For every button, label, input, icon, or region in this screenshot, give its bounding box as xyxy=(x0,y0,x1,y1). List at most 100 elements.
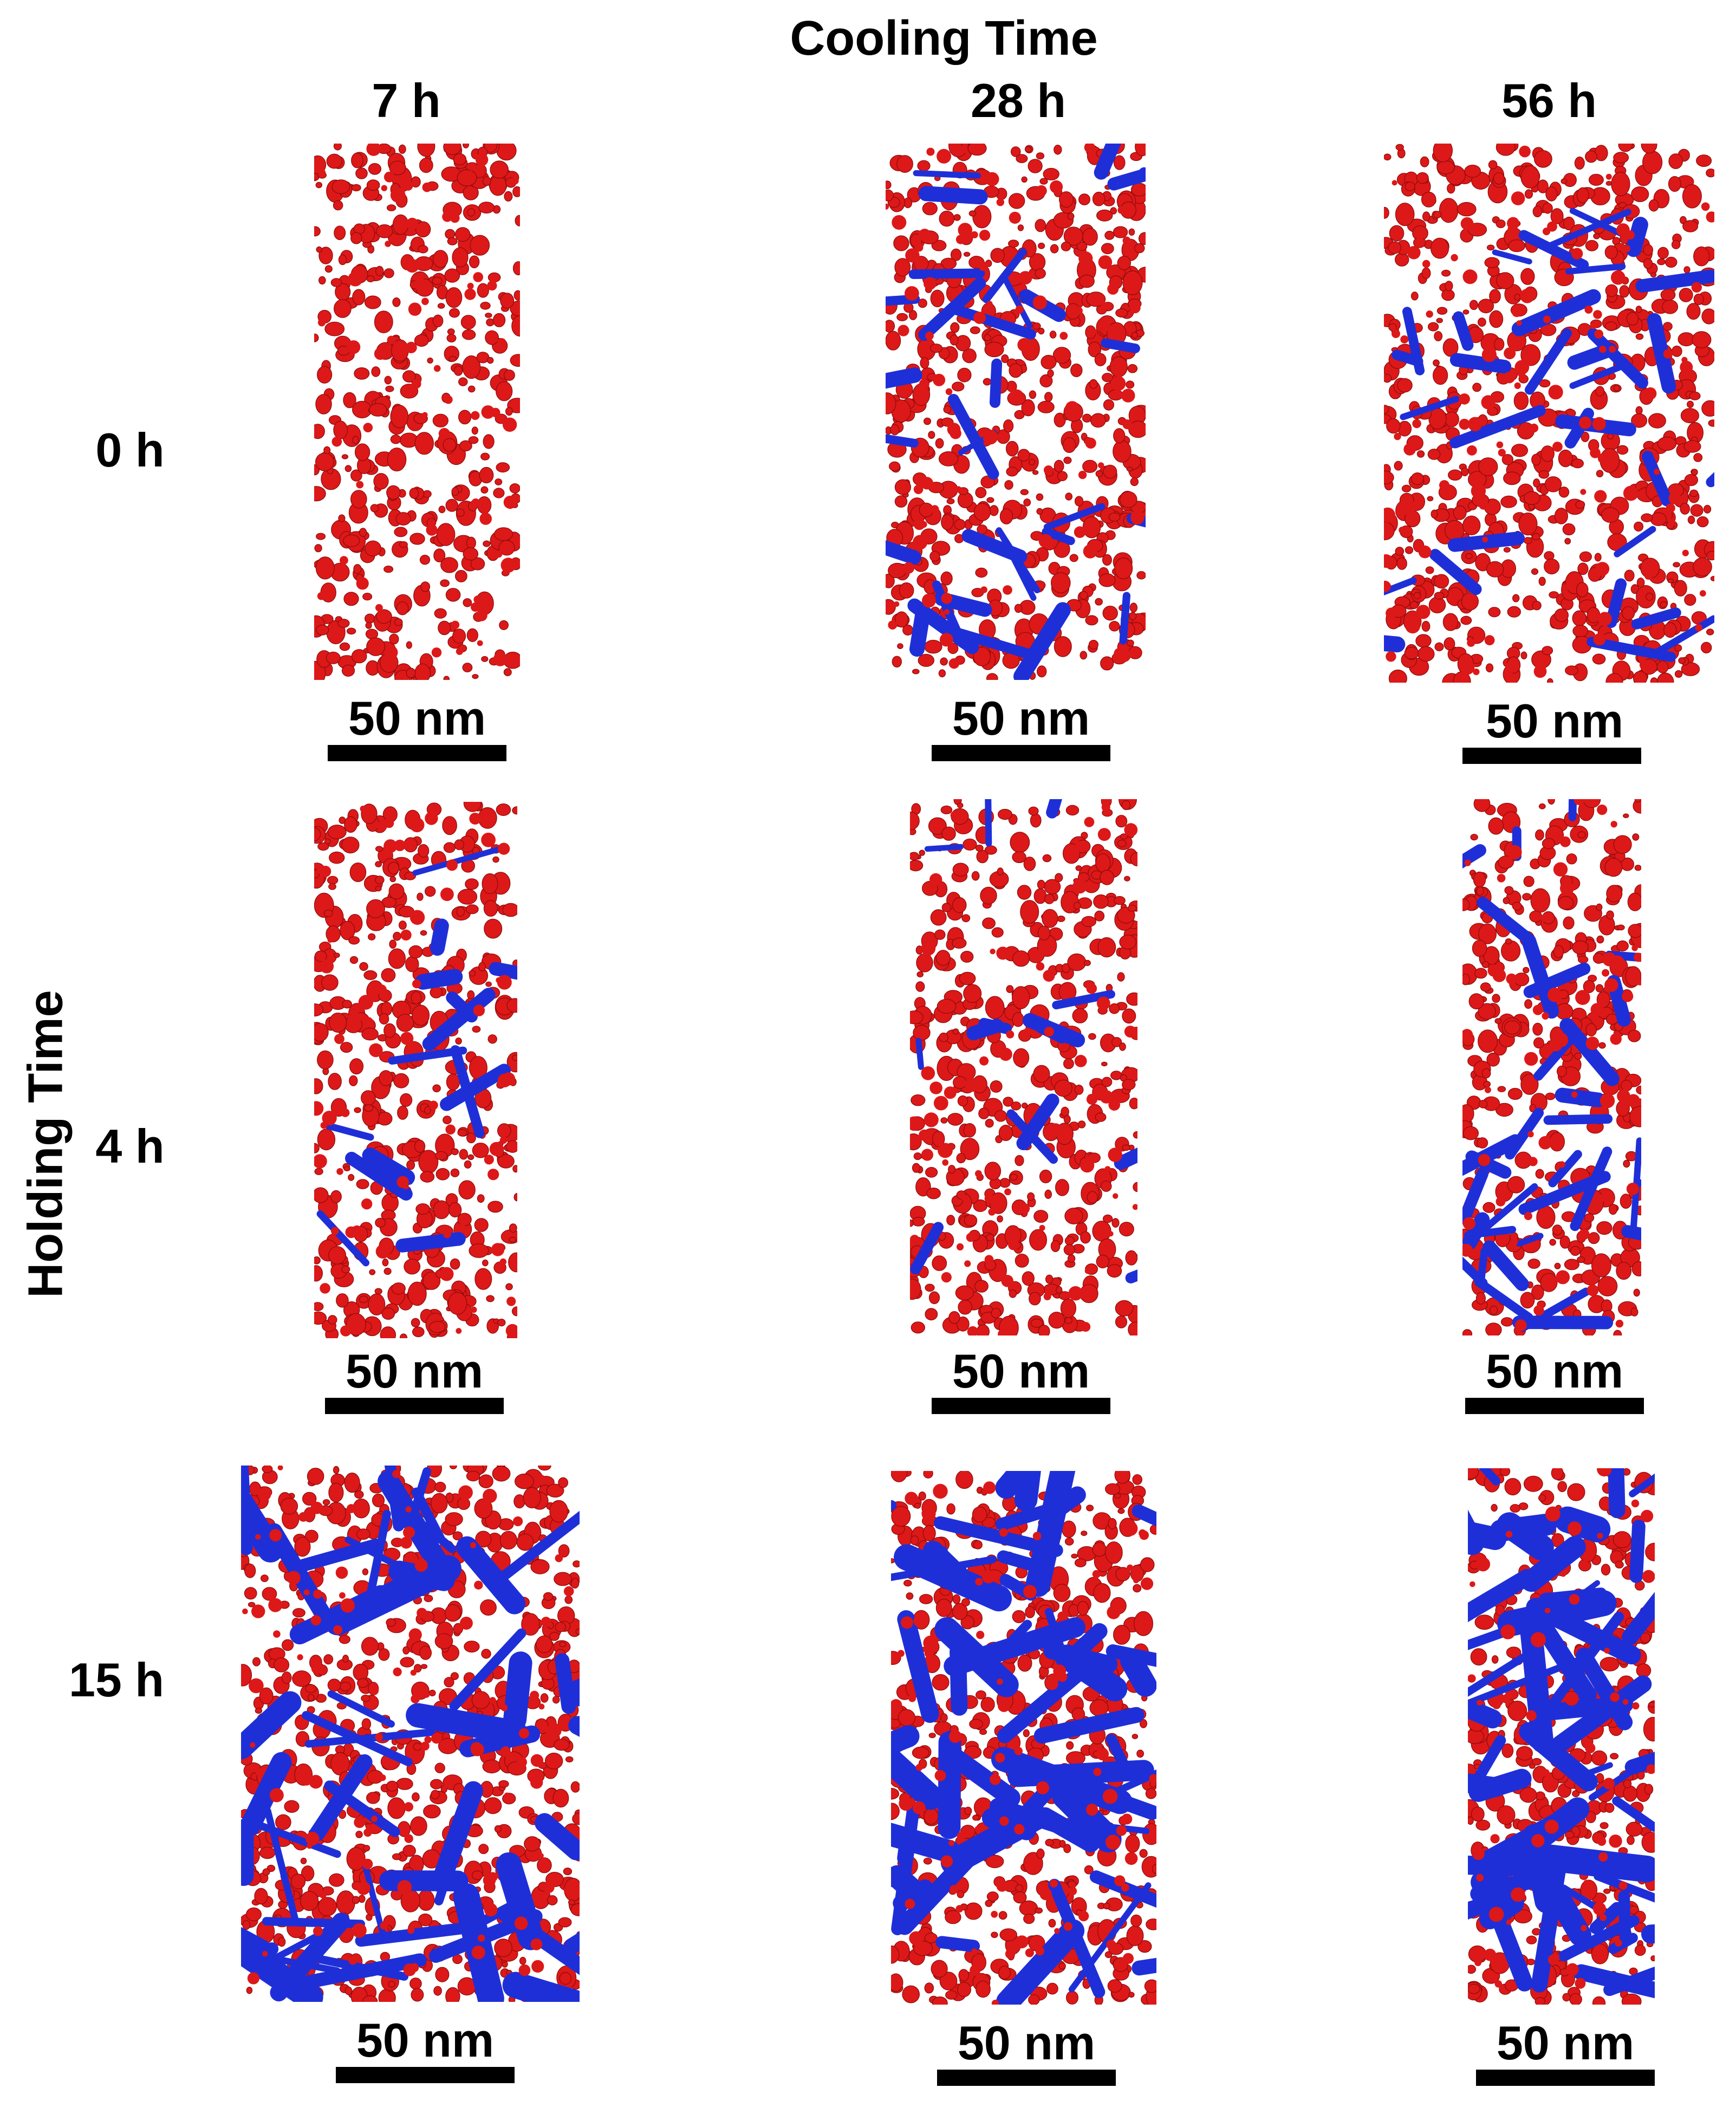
red-particle xyxy=(1585,239,1598,251)
red-particle xyxy=(426,524,438,536)
red-particle xyxy=(503,668,512,677)
red-particle xyxy=(1113,440,1132,463)
red-particle xyxy=(1421,191,1436,208)
red-particle xyxy=(348,271,363,287)
red-particle xyxy=(297,1654,303,1661)
red-particle xyxy=(1420,156,1429,167)
red-particle xyxy=(1074,1558,1087,1567)
red-particle xyxy=(512,186,520,197)
red-particle xyxy=(249,1678,264,1694)
red-particle xyxy=(392,297,401,307)
red-particle xyxy=(1606,885,1623,903)
red-particle xyxy=(1422,260,1431,268)
red-particle xyxy=(1598,612,1612,626)
red-particle xyxy=(1042,854,1052,863)
red-particle xyxy=(383,171,395,183)
red-particle xyxy=(506,1140,517,1153)
red-particle xyxy=(255,1768,264,1777)
red-particle xyxy=(339,642,350,651)
red-particle xyxy=(1436,160,1455,174)
reconstruction-panel xyxy=(241,1466,580,2002)
red-particle xyxy=(1462,898,1470,911)
red-particle xyxy=(1489,310,1504,328)
red-particle xyxy=(1124,1026,1136,1038)
red-particle xyxy=(1601,507,1620,523)
blue-precipitate xyxy=(241,1752,292,1837)
red-particle xyxy=(247,1972,259,1985)
red-particle xyxy=(430,1779,443,1790)
blue-precipitate xyxy=(1060,1818,1150,1834)
red-particle xyxy=(330,1227,339,1235)
red-particle xyxy=(460,315,476,330)
blue-precipitate xyxy=(1548,1150,1582,1188)
red-particle xyxy=(1696,516,1709,528)
red-particle xyxy=(1448,469,1462,481)
red-particle xyxy=(482,873,498,894)
red-particle xyxy=(281,1671,292,1684)
red-particle xyxy=(934,1769,946,1781)
red-particle xyxy=(964,1806,972,1816)
red-particle xyxy=(458,1223,465,1231)
red-particle xyxy=(1506,973,1517,984)
red-particle xyxy=(314,1256,321,1265)
red-particle xyxy=(1462,309,1470,315)
red-particle xyxy=(434,1481,446,1493)
red-particle xyxy=(362,1568,369,1576)
red-particle xyxy=(950,1885,959,1894)
red-particle xyxy=(494,1825,502,1833)
red-particle xyxy=(1544,476,1562,492)
red-particle xyxy=(484,1903,498,1917)
red-particle xyxy=(1104,1166,1111,1172)
red-particle xyxy=(1633,1288,1640,1297)
red-particle xyxy=(1535,829,1544,841)
blue-precipitate xyxy=(490,1510,580,1588)
red-particle xyxy=(458,410,472,425)
red-particle xyxy=(1063,456,1072,464)
red-particle xyxy=(1092,1570,1101,1578)
red-particle xyxy=(1010,832,1030,853)
red-particle xyxy=(1023,1852,1043,1875)
red-particle xyxy=(1122,419,1133,430)
red-particle xyxy=(957,1832,965,1840)
red-particle xyxy=(1608,1203,1618,1215)
red-particle xyxy=(463,144,469,148)
red-particle xyxy=(1588,173,1604,186)
blue-precipitate xyxy=(1044,1608,1065,1654)
red-particle xyxy=(941,1726,948,1733)
red-particle xyxy=(975,844,984,852)
red-particle xyxy=(1633,671,1648,683)
red-particle xyxy=(268,1598,283,1612)
red-particle xyxy=(484,918,503,939)
red-particle xyxy=(563,1886,571,1894)
red-particle xyxy=(1070,364,1083,378)
blue-precipitate xyxy=(1543,1114,1613,1125)
red-particle xyxy=(1481,347,1497,362)
red-particle xyxy=(513,1516,523,1527)
red-particle xyxy=(963,984,982,1003)
red-particle xyxy=(981,1570,996,1584)
red-particle xyxy=(552,1788,569,1808)
red-particle xyxy=(1029,1229,1048,1251)
red-particle xyxy=(1579,551,1592,562)
red-particle xyxy=(1668,518,1676,526)
red-particle xyxy=(394,839,406,851)
red-particle xyxy=(313,1926,323,1936)
red-particle xyxy=(928,1733,936,1739)
red-particle xyxy=(262,1587,277,1601)
red-particle xyxy=(518,1964,531,1976)
red-particle xyxy=(1549,1239,1556,1246)
blue-precipitate xyxy=(1132,1504,1156,1527)
red-particle xyxy=(940,1117,948,1124)
red-particle xyxy=(1622,990,1634,1002)
red-particle xyxy=(1462,1329,1473,1335)
blue-precipitate xyxy=(1706,472,1714,488)
red-particle xyxy=(984,341,1004,358)
red-particle xyxy=(894,495,908,508)
red-particle xyxy=(1059,1840,1066,1848)
red-particle xyxy=(362,1858,373,1870)
red-particle xyxy=(343,592,359,606)
blue-precipitate xyxy=(1569,362,1626,389)
red-particle xyxy=(1108,1147,1122,1162)
red-particle xyxy=(991,1931,998,1939)
red-particle xyxy=(921,1149,933,1161)
